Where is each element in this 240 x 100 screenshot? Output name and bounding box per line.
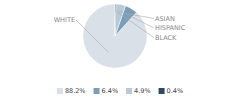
legend-swatch: [94, 88, 100, 94]
pie: [83, 4, 147, 68]
legend-swatch: [159, 88, 165, 94]
annotations: WHITE ASIANHISPANIC BLACK: [54, 10, 186, 52]
pie-slice: [115, 4, 125, 36]
legend-label: 0.4%: [167, 87, 184, 95]
legend-item: 4.9%: [126, 87, 151, 95]
pie-slice: [115, 4, 117, 36]
legend-label: 4.9%: [134, 87, 151, 95]
legend-label: 88.2%: [65, 87, 86, 95]
legend-label: 6.4%: [102, 87, 119, 95]
legend-item: 88.2%: [57, 87, 86, 95]
annotation-label: HISPANIC: [155, 24, 186, 32]
leader-line: [115, 10, 154, 37]
legend-swatch: [126, 88, 132, 94]
chart: WHITE ASIANHISPANIC BLACK 88.2% 6.4% 4.9% 0.4%: [0, 0, 240, 100]
annotation-label: WHITE: [54, 16, 75, 24]
legend-item: 0.4%: [159, 87, 184, 95]
annotation-label: BLACK: [155, 34, 177, 42]
leader-line: [76, 20, 109, 52]
legend-item: 6.4%: [94, 87, 119, 95]
leader-line: [128, 14, 154, 18]
pie-slice: [83, 4, 147, 68]
legend: 88.2% 6.4% 4.9% 0.4%: [57, 87, 183, 95]
annotation-label: ASIAN: [155, 15, 175, 23]
legend-swatch: [57, 88, 63, 94]
